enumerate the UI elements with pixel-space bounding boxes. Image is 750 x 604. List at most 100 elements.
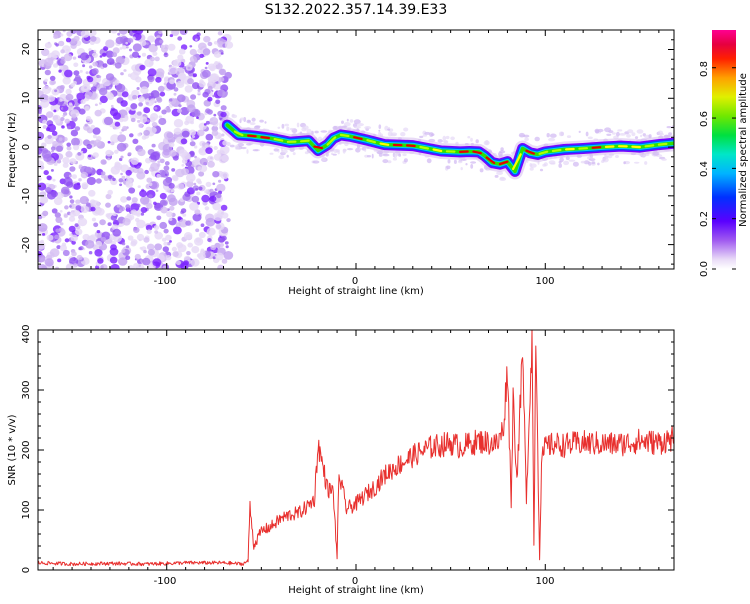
noise-speckle bbox=[60, 85, 65, 90]
noise-speckle bbox=[62, 115, 65, 117]
noise-speckle bbox=[169, 79, 175, 84]
noise-speckle bbox=[135, 218, 140, 222]
noise-speckle bbox=[48, 95, 55, 102]
noise-speckle bbox=[58, 70, 61, 73]
noise-speckle bbox=[93, 50, 96, 53]
noise-speckle bbox=[84, 106, 90, 111]
noise-speckle bbox=[218, 31, 223, 35]
noise-speckle bbox=[147, 229, 152, 234]
noise-speckle bbox=[190, 179, 194, 182]
noise-speckle bbox=[89, 65, 92, 68]
noise-speckle bbox=[160, 193, 167, 199]
noise-speckle bbox=[66, 38, 71, 43]
noise-speckle bbox=[64, 205, 69, 209]
noise-speckle bbox=[117, 134, 126, 142]
noise-speckle bbox=[129, 49, 132, 52]
noise-speckle bbox=[159, 40, 163, 44]
colorbar-tick-label: 0.0 bbox=[699, 261, 710, 277]
noise-speckle bbox=[55, 229, 60, 233]
noise-speckle bbox=[201, 195, 209, 203]
ridge-speckle bbox=[378, 130, 380, 132]
ridge-speckle bbox=[235, 145, 239, 150]
noise-speckle bbox=[150, 57, 155, 62]
noise-speckle bbox=[176, 81, 184, 88]
noise-speckle bbox=[86, 55, 90, 59]
ridge-speckle bbox=[446, 136, 450, 139]
noise-speckle bbox=[60, 59, 65, 64]
ridge-speckle bbox=[581, 161, 586, 164]
noise-speckle bbox=[38, 264, 47, 272]
ridge-speckle bbox=[333, 154, 337, 156]
snr-ytick-label: 200 bbox=[21, 440, 32, 459]
noise-speckle bbox=[164, 166, 170, 171]
spectrogram-xlabel: Height of straight line (km) bbox=[288, 286, 424, 297]
noise-speckle bbox=[66, 94, 74, 101]
noise-speckle bbox=[60, 210, 63, 213]
noise-speckle bbox=[220, 146, 230, 155]
noise-speckle bbox=[220, 112, 226, 118]
noise-speckle bbox=[207, 156, 214, 162]
noise-speckle bbox=[158, 118, 166, 125]
noise-speckle bbox=[146, 42, 149, 45]
noise-speckle bbox=[112, 178, 116, 181]
noise-speckle bbox=[164, 229, 169, 234]
ridge-speckle bbox=[454, 160, 457, 164]
noise-speckle bbox=[154, 107, 157, 110]
noise-speckle bbox=[43, 125, 47, 129]
noise-speckle bbox=[192, 135, 195, 138]
ridge-hot-segment bbox=[579, 148, 587, 149]
noise-speckle bbox=[221, 236, 226, 241]
ridge-speckle bbox=[635, 136, 638, 139]
noise-speckle bbox=[114, 150, 119, 154]
noise-speckle bbox=[69, 205, 72, 208]
noise-speckle bbox=[181, 208, 186, 213]
noise-speckle bbox=[42, 120, 47, 124]
spectrogram-ytick-label: 10 bbox=[21, 92, 32, 105]
snr-xtick-label: 100 bbox=[535, 576, 554, 587]
noise-speckle bbox=[51, 169, 54, 172]
noise-speckle bbox=[99, 88, 107, 96]
noise-speckle bbox=[45, 70, 51, 76]
noise-speckle bbox=[150, 113, 158, 120]
noise-speckle bbox=[69, 226, 76, 232]
noise-speckle bbox=[138, 102, 143, 106]
noise-speckle bbox=[138, 123, 143, 128]
ridge-speckle bbox=[524, 138, 529, 141]
noise-speckle bbox=[224, 251, 234, 260]
noise-speckle bbox=[104, 117, 113, 125]
snr-ytick-label: 100 bbox=[21, 500, 32, 519]
ridge-speckle bbox=[333, 149, 338, 153]
noise-speckle bbox=[81, 172, 88, 179]
noise-speckle bbox=[153, 202, 157, 205]
noise-speckle bbox=[206, 218, 216, 227]
noise-speckle bbox=[154, 230, 158, 234]
ridge-speckle bbox=[523, 135, 529, 138]
noise-speckle bbox=[137, 234, 144, 241]
ridge-speckle bbox=[232, 115, 238, 119]
ridge-speckle bbox=[588, 137, 593, 140]
noise-speckle bbox=[75, 75, 81, 80]
ridge-speckle bbox=[403, 128, 408, 132]
noise-speckle bbox=[197, 166, 202, 170]
noise-speckle bbox=[207, 161, 215, 168]
noise-speckle bbox=[205, 147, 212, 154]
noise-speckle bbox=[132, 29, 137, 34]
noise-speckle bbox=[198, 89, 201, 92]
noise-speckle bbox=[120, 196, 127, 203]
ridge-speckle bbox=[347, 119, 349, 122]
noise-speckle bbox=[208, 64, 216, 71]
ridge-speckle bbox=[616, 132, 620, 137]
noise-speckle bbox=[75, 126, 80, 131]
noise-speckle bbox=[206, 189, 209, 192]
noise-speckle bbox=[122, 91, 129, 97]
noise-speckle bbox=[54, 235, 59, 240]
noise-speckle bbox=[126, 245, 129, 248]
noise-speckle bbox=[110, 264, 119, 273]
noise-speckle bbox=[128, 152, 132, 156]
noise-speckle bbox=[44, 79, 48, 82]
noise-speckle bbox=[137, 149, 145, 156]
noise-speckle bbox=[178, 216, 182, 220]
noise-speckle bbox=[126, 46, 129, 48]
noise-speckle bbox=[57, 259, 61, 263]
